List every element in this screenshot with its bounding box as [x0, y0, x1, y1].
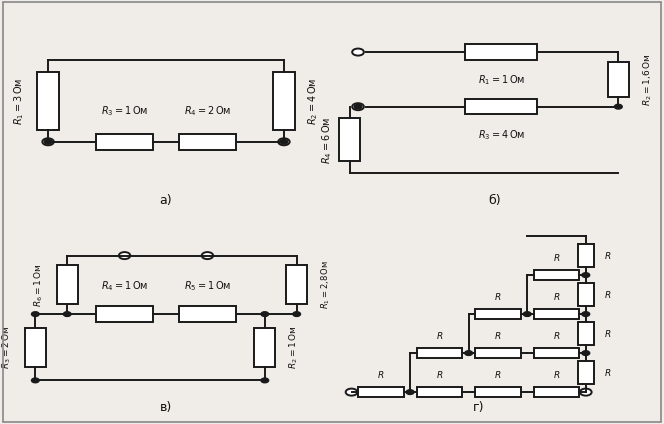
Circle shape: [280, 139, 288, 144]
Text: $R$: $R$: [377, 369, 384, 380]
Text: $R$: $R$: [436, 330, 443, 341]
Text: а): а): [159, 194, 173, 207]
Circle shape: [582, 273, 590, 277]
Text: $R_4=6\,\rm Ом$: $R_4=6\,\rm Ом$: [320, 116, 334, 164]
Circle shape: [44, 139, 52, 144]
Text: $R$: $R$: [604, 289, 611, 300]
Text: $R_1=1\,\rm Ом$: $R_1=1\,\rm Ом$: [477, 73, 525, 87]
Circle shape: [406, 390, 414, 394]
Text: $R_6=1\,\rm Ом$: $R_6=1\,\rm Ом$: [33, 263, 44, 307]
Circle shape: [523, 312, 531, 316]
Circle shape: [119, 252, 130, 259]
Text: $R_2=1\,\rm Ом$: $R_2=1\,\rm Ом$: [288, 325, 299, 369]
Text: $R$: $R$: [604, 328, 611, 339]
Circle shape: [278, 138, 290, 145]
Bar: [475, 309, 521, 319]
Circle shape: [293, 312, 301, 316]
Bar: [578, 283, 594, 306]
Text: $R$: $R$: [436, 369, 443, 380]
Text: $R_2=4\,\rm Ом$: $R_2=4\,\rm Ом$: [305, 77, 319, 125]
Bar: [286, 265, 307, 304]
Bar: [339, 118, 361, 161]
Circle shape: [42, 138, 54, 145]
Text: $R$: $R$: [553, 252, 560, 263]
Circle shape: [346, 389, 357, 396]
Text: $R$: $R$: [553, 291, 560, 302]
Text: $R_1=2{,}8\,\rm Ом$: $R_1=2{,}8\,\rm Ом$: [319, 260, 331, 309]
Text: $R_5=1\,\rm Ом$: $R_5=1\,\rm Ом$: [184, 279, 231, 293]
Bar: [475, 348, 521, 358]
Text: $R$: $R$: [553, 330, 560, 341]
Text: $R_3=1\,\rm Ом$: $R_3=1\,\rm Ом$: [101, 105, 148, 118]
Text: $R$: $R$: [553, 369, 560, 380]
Circle shape: [582, 390, 590, 394]
Bar: [37, 72, 59, 130]
Text: $R_2=1{,}6\,\rm Ом$: $R_2=1{,}6\,\rm Ом$: [641, 53, 654, 106]
Circle shape: [614, 104, 622, 109]
Bar: [534, 309, 579, 319]
Text: г): г): [473, 401, 484, 414]
Bar: [57, 265, 78, 304]
Bar: [608, 62, 629, 97]
Bar: [358, 387, 404, 397]
Text: $R_3=2\,\rm Ом$: $R_3=2\,\rm Ом$: [1, 325, 13, 369]
Circle shape: [352, 49, 364, 56]
Bar: [254, 328, 275, 367]
Text: $R$: $R$: [604, 367, 611, 378]
Text: б): б): [488, 194, 501, 207]
Text: $R$: $R$: [494, 369, 501, 380]
Circle shape: [202, 252, 213, 259]
Circle shape: [582, 351, 590, 355]
Circle shape: [31, 312, 39, 316]
Text: $R_3=4\,\rm Ом$: $R_3=4\,\rm Ом$: [477, 128, 525, 142]
Circle shape: [352, 103, 364, 110]
Circle shape: [261, 378, 269, 383]
Text: $R_1=3\,\rm Ом$: $R_1=3\,\rm Ом$: [13, 77, 27, 125]
Circle shape: [261, 312, 269, 316]
Bar: [475, 387, 521, 397]
Bar: [416, 387, 462, 397]
Bar: [96, 134, 153, 150]
Bar: [578, 322, 594, 345]
Text: $R_4=2\,\rm Ом$: $R_4=2\,\rm Ом$: [184, 105, 231, 118]
Bar: [179, 306, 236, 322]
Text: $R$: $R$: [604, 250, 611, 261]
Bar: [578, 361, 594, 384]
Circle shape: [354, 104, 362, 109]
Bar: [534, 348, 579, 358]
Circle shape: [580, 389, 592, 396]
Bar: [96, 306, 153, 322]
Circle shape: [465, 351, 473, 355]
Text: $R$: $R$: [494, 291, 501, 302]
Bar: [465, 99, 537, 114]
Bar: [534, 270, 579, 280]
Bar: [416, 348, 462, 358]
Bar: [25, 328, 46, 367]
Bar: [465, 44, 537, 60]
Circle shape: [582, 312, 590, 316]
Bar: [534, 387, 579, 397]
Text: $R_4=1\,\rm Ом$: $R_4=1\,\rm Ом$: [101, 279, 148, 293]
Bar: [179, 134, 236, 150]
Bar: [273, 72, 295, 130]
Bar: [578, 244, 594, 267]
Text: $R$: $R$: [494, 330, 501, 341]
Circle shape: [31, 378, 39, 383]
Text: в): в): [160, 401, 172, 414]
Circle shape: [63, 312, 71, 316]
